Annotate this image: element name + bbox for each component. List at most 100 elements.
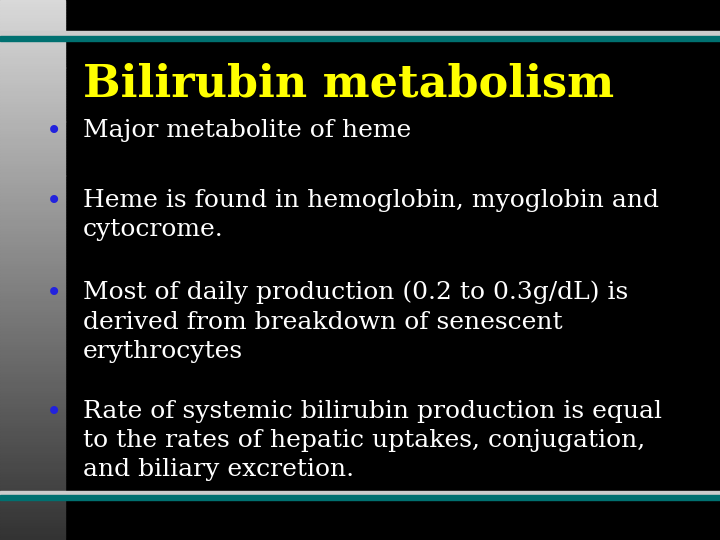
Bar <box>0 224 65 227</box>
Bar <box>0 324 65 327</box>
Bar <box>0 227 65 229</box>
Bar <box>0 327 65 329</box>
Bar <box>0 502 65 505</box>
Bar <box>0 362 65 364</box>
Bar <box>0 356 65 359</box>
Bar <box>0 462 65 464</box>
Bar <box>0 267 65 270</box>
Bar <box>0 5 65 8</box>
Bar <box>0 189 65 192</box>
Bar <box>0 65 65 68</box>
Bar <box>0 464 65 467</box>
Bar <box>0 230 65 232</box>
Bar <box>0 76 65 78</box>
Bar <box>0 27 65 30</box>
Bar <box>0 491 720 495</box>
Text: •: • <box>46 119 62 146</box>
Bar <box>0 292 65 294</box>
Bar <box>0 500 65 502</box>
Bar <box>0 284 65 286</box>
Bar <box>0 246 65 248</box>
Bar <box>0 448 65 451</box>
Bar <box>0 122 65 124</box>
Bar <box>0 343 65 346</box>
Bar <box>0 470 65 472</box>
Bar <box>0 429 65 432</box>
Bar <box>0 184 65 186</box>
Bar <box>0 467 65 470</box>
Bar <box>0 130 65 132</box>
Bar <box>0 219 65 221</box>
Bar <box>0 31 720 35</box>
Bar <box>0 529 65 532</box>
Bar <box>0 0 65 3</box>
Bar <box>0 394 65 397</box>
Bar <box>0 316 65 319</box>
Bar <box>0 167 65 170</box>
Bar <box>0 186 65 189</box>
Bar <box>0 22 65 24</box>
Bar <box>0 495 720 500</box>
Bar <box>0 19 65 22</box>
Bar <box>0 443 65 445</box>
Bar <box>0 524 65 526</box>
Bar <box>0 100 65 103</box>
Bar <box>0 70 65 73</box>
Bar <box>0 359 65 362</box>
Bar <box>0 446 65 448</box>
Bar <box>0 36 720 40</box>
Bar <box>0 8 65 11</box>
Bar <box>0 248 65 251</box>
Bar <box>0 294 65 297</box>
Bar <box>0 216 65 219</box>
Bar <box>0 97 65 100</box>
Bar <box>0 278 65 281</box>
Bar <box>0 59 65 62</box>
Bar <box>0 240 65 243</box>
Bar <box>0 389 65 392</box>
Bar <box>0 132 65 135</box>
Bar <box>0 62 65 65</box>
Text: Bilirubin metabolism: Bilirubin metabolism <box>83 62 614 105</box>
Bar <box>0 400 65 402</box>
Bar <box>0 3 65 5</box>
Bar <box>0 197 65 200</box>
Bar <box>0 181 65 184</box>
Bar <box>0 178 65 181</box>
Bar <box>0 435 65 437</box>
Bar <box>0 300 65 302</box>
Bar <box>0 81 65 84</box>
Bar <box>0 335 65 338</box>
Bar <box>0 424 65 427</box>
Bar <box>0 478 65 481</box>
Bar <box>0 402 65 405</box>
Bar <box>0 173 65 176</box>
Bar <box>0 340 65 343</box>
Bar <box>0 346 65 348</box>
Bar <box>0 440 65 443</box>
Bar <box>0 103 65 105</box>
Bar <box>0 86 65 89</box>
Bar <box>0 265 65 267</box>
Text: Most of daily production (0.2 to 0.3g/dL) is
derived from breakdown of senescent: Most of daily production (0.2 to 0.3g/dL… <box>83 281 628 363</box>
Bar <box>0 302 65 305</box>
Bar <box>0 475 65 478</box>
Bar <box>0 140 65 143</box>
Bar <box>0 221 65 224</box>
Bar <box>0 151 65 154</box>
Bar <box>0 297 65 300</box>
Bar <box>0 127 65 130</box>
Bar <box>0 54 65 57</box>
Bar <box>0 124 65 127</box>
Bar <box>0 508 65 510</box>
Bar <box>0 57 65 59</box>
Bar <box>0 202 65 205</box>
Bar <box>0 427 65 429</box>
Bar <box>0 305 65 308</box>
Bar <box>0 148 65 151</box>
Bar <box>0 146 65 148</box>
Bar <box>0 235 65 238</box>
Bar <box>0 378 65 381</box>
Bar <box>0 532 65 535</box>
Bar <box>0 154 65 157</box>
